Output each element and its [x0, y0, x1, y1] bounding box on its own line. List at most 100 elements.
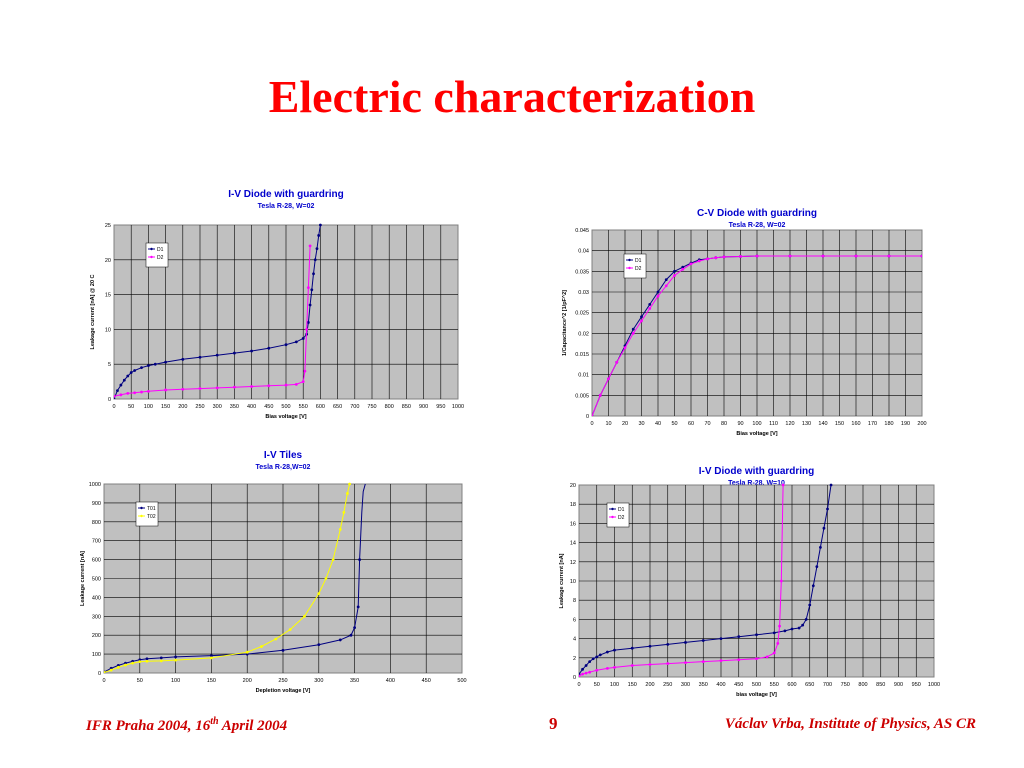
data-point	[781, 483, 785, 487]
data-point	[673, 269, 676, 273]
x-tick-label: 190	[901, 421, 910, 427]
x-tick-label: 350	[699, 682, 708, 688]
y-tick-label: 200	[92, 633, 101, 639]
data-point	[126, 374, 130, 378]
chart-subtitle: Tesla R-28, W=10	[728, 480, 785, 487]
series-T02	[104, 482, 351, 673]
y-tick-label: 4	[573, 637, 576, 643]
legend-marker	[611, 515, 614, 519]
data-point	[349, 633, 353, 637]
data-point	[313, 258, 317, 262]
data-point	[356, 605, 360, 609]
chart-title: I-V Diode with guardring	[699, 466, 815, 477]
data-point	[701, 639, 705, 642]
x-tick-label: 400	[247, 404, 256, 410]
data-point	[598, 653, 602, 657]
data-point	[829, 483, 833, 487]
data-point	[310, 288, 314, 292]
data-point	[308, 303, 312, 307]
data-point	[138, 660, 142, 664]
data-point	[656, 294, 660, 298]
data-point	[267, 346, 271, 350]
x-tick-label: 150	[161, 404, 170, 410]
data-point	[124, 663, 127, 667]
y-tick-label: 100	[92, 652, 101, 658]
data-point	[145, 659, 149, 663]
legend-entry: T01	[147, 506, 156, 512]
y-tick-label: 16	[570, 521, 576, 527]
y-tick-label: 0.02	[578, 331, 589, 337]
chart-svg: I-V Tiles Tesla R-28,W=02 0 50 100 150 200 250 3…	[80, 450, 467, 694]
iv-tiles-chart: I-V Tiles Tesla R-28,W=02 0 50 100 150 200 250 3…	[72, 444, 472, 699]
legend-entry: D1	[618, 507, 625, 513]
data-point	[174, 655, 177, 659]
data-point	[174, 658, 177, 662]
data-point	[116, 389, 119, 393]
y-tick-label: 300	[92, 614, 101, 620]
series-D1	[114, 223, 322, 399]
x-tick-label: 0	[112, 404, 115, 410]
data-point	[210, 654, 213, 658]
x-tick-label: 50	[128, 404, 134, 410]
x-tick-label: 130	[802, 421, 811, 427]
data-point	[819, 546, 822, 549]
series-D2	[592, 254, 922, 416]
y-tick-label: 8	[573, 598, 576, 604]
data-point	[181, 357, 185, 361]
y-tick-label: 18	[570, 502, 576, 508]
y-tick-label: 0.01	[578, 373, 589, 379]
x-tick-label: 80	[721, 421, 727, 427]
data-point	[338, 638, 342, 642]
x-tick-label: 200	[178, 404, 187, 410]
x-tick-label: 750	[841, 682, 850, 688]
chart-subtitle: Tesla R-28, W=02	[729, 222, 786, 229]
y-tick-label: 2	[573, 656, 576, 662]
data-point	[260, 645, 263, 648]
data-point	[739, 255, 742, 258]
data-point	[684, 641, 687, 644]
y-tick-label: 800	[92, 520, 101, 526]
series-D2	[579, 483, 785, 677]
data-point	[303, 369, 307, 373]
data-point	[631, 331, 635, 335]
legend-marker	[140, 514, 143, 518]
legend-entry: T02	[147, 514, 156, 520]
data-point	[346, 492, 349, 495]
x-tick-label: 650	[805, 682, 814, 688]
x-tick-label: 0	[577, 682, 580, 688]
data-point	[755, 633, 758, 637]
data-point	[294, 382, 298, 386]
data-point	[595, 655, 599, 659]
data-point	[648, 307, 652, 310]
data-point	[821, 254, 825, 258]
y-tick-label: 1000	[89, 482, 101, 488]
data-point	[164, 388, 167, 392]
data-point	[267, 384, 271, 388]
x-tick-label: 750	[367, 404, 376, 410]
x-tick-label: 140	[818, 421, 827, 427]
data-point	[737, 658, 741, 662]
x-tick-label: 850	[402, 404, 411, 410]
legend-entry: D1	[157, 247, 164, 253]
data-point	[854, 254, 858, 258]
data-point	[595, 668, 599, 672]
data-point	[613, 666, 616, 669]
data-point	[788, 254, 792, 258]
data-point	[673, 274, 676, 277]
data-point	[281, 648, 285, 652]
data-point	[737, 635, 741, 639]
footer-event-post: April 2004	[218, 718, 288, 734]
x-tick-label: 100	[610, 682, 619, 688]
data-point	[250, 385, 254, 388]
data-point	[648, 663, 652, 666]
y-tick-label: 20	[570, 483, 576, 489]
legend-marker	[611, 507, 614, 511]
x-tick-label: 160	[851, 421, 860, 427]
series-D2	[114, 244, 312, 398]
data-point	[681, 267, 685, 271]
x-tick-label: 20	[622, 421, 628, 427]
x-tick-label: 150	[835, 421, 844, 427]
data-point	[250, 349, 254, 353]
data-point	[159, 659, 163, 663]
legend-marker	[628, 266, 631, 270]
